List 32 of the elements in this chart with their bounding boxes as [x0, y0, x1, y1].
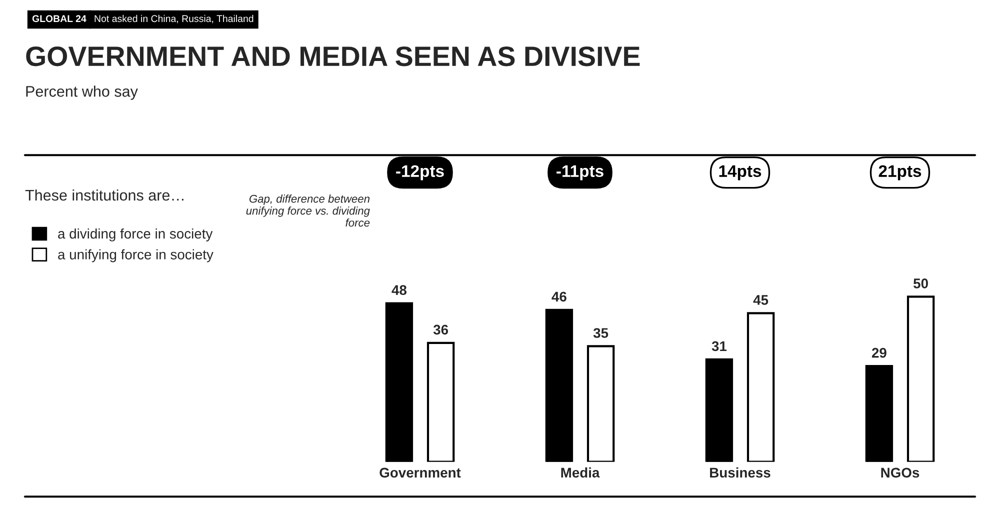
x-tick-label: NGOs	[881, 468, 920, 478]
text: Gap, difference between unifying force vs. dividing force	[246, 194, 370, 227]
x-tick-label: Business	[710, 467, 770, 478]
data-label: 45	[753, 295, 768, 305]
text: Not asked in China, Russia, Thailand	[94, 14, 254, 24]
data-label: 50	[914, 278, 928, 288]
text: Percent who say	[26, 86, 138, 100]
data-label: 36	[433, 324, 448, 335]
x-tick-label: Media	[561, 467, 600, 478]
data-label: 29	[872, 348, 886, 358]
bar	[705, 358, 734, 462]
text: -11pts	[556, 165, 604, 180]
legend-label: a dividing force in society	[58, 228, 213, 242]
text: These institutions are…	[25, 189, 184, 201]
bar	[865, 364, 894, 462]
text: 21pts	[878, 165, 922, 180]
text: 14pts	[719, 165, 762, 180]
data-label: 46	[552, 292, 566, 302]
data-label: 31	[712, 341, 727, 352]
bar	[545, 308, 574, 462]
bar	[586, 345, 615, 462]
data-label: 48	[392, 285, 406, 295]
data-label: 35	[593, 328, 608, 338]
text: GLOBAL 24	[32, 15, 86, 22]
bar	[746, 312, 775, 462]
chart-title: GOVERNMENT AND MEDIA SEEN AS DIVISIVE	[26, 46, 640, 66]
legend-label: a unifying force in society	[58, 249, 214, 262]
x-tick-label: Government	[380, 468, 461, 478]
bar	[426, 342, 455, 462]
bar	[385, 302, 414, 462]
bar	[906, 296, 935, 462]
text: -12pts	[396, 165, 444, 180]
